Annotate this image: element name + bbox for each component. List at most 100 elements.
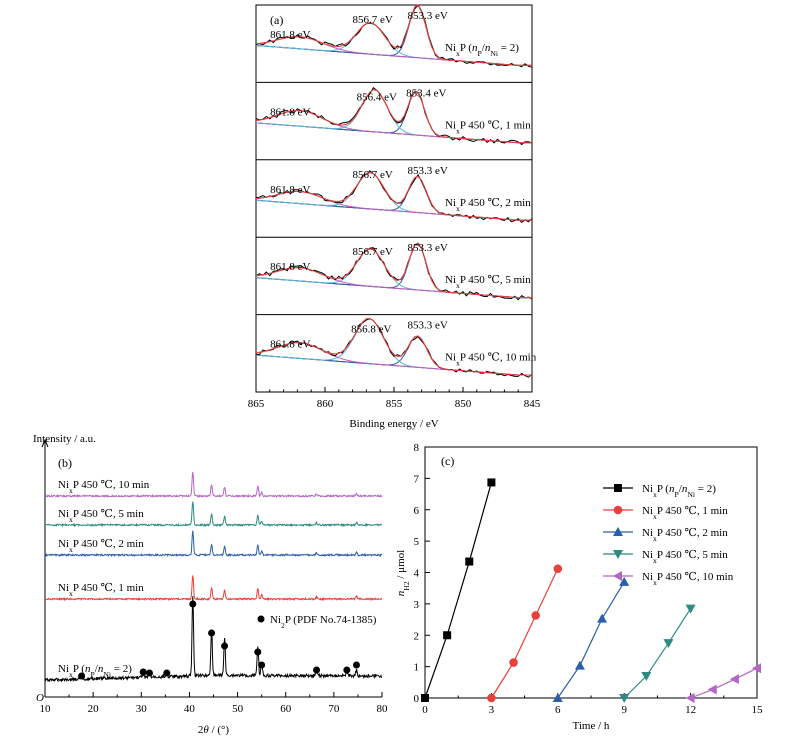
x-tick-label: 860 — [317, 398, 334, 410]
x-tick-label: 10 — [40, 703, 52, 715]
reference-legend-label: Ni2P (PDF No.74-1385) — [270, 614, 377, 630]
xrd-pattern-line — [44, 575, 383, 602]
data-point — [619, 576, 630, 586]
xrd-series-label: NixP (nP/nNi = 2) — [58, 663, 132, 679]
data-point — [443, 631, 452, 640]
reference-peak-marker — [163, 669, 171, 677]
xrd-pattern-line — [44, 471, 383, 499]
peak-label: 853.4 eV — [406, 87, 446, 99]
peak-label: 856.7 eV — [353, 169, 393, 181]
data-point — [641, 672, 652, 682]
y-tick-label: 5 — [414, 536, 420, 548]
series-line — [623, 608, 692, 699]
x-tick-label: 3 — [489, 704, 495, 716]
origin-label: O — [36, 692, 44, 704]
xrd-series-label: NixP 450 ℃, 5 min — [58, 508, 144, 524]
peak-label: 856.7 eV — [353, 14, 393, 26]
legend-label: NixP 450 ℃, 2 min — [642, 527, 728, 543]
y-axis-arrow — [41, 438, 49, 448]
legend-marker — [613, 505, 623, 515]
panel-b-label: (b) — [58, 456, 72, 470]
xps-envelope-line — [255, 3, 532, 66]
reference-peak-marker — [254, 648, 262, 656]
x-tick-label: 865 — [248, 398, 265, 410]
y-axis-label: Intensity / a.u. — [33, 433, 96, 445]
legend-label: NixP 450 ℃, 1 min — [642, 505, 728, 521]
legend-marker — [613, 550, 623, 559]
y-tick-label: 3 — [414, 599, 420, 611]
reference-peak-marker — [258, 661, 266, 669]
y-tick-label: 7 — [414, 473, 420, 485]
xps-envelope-line — [255, 317, 532, 376]
x-tick-label: 80 — [377, 703, 389, 715]
x-tick-label: 850 — [455, 398, 472, 410]
x-tick-label: 9 — [621, 704, 627, 716]
x-tick-label: 50 — [232, 703, 244, 715]
reference-legend-marker — [257, 615, 265, 623]
xrd-panel-b: Intensity / a.u. (b) O10 20 30 40 50 60 70 80 2θ /… — [33, 433, 388, 736]
peak-label: 853.3 eV — [407, 320, 447, 332]
reference-peak-marker — [139, 668, 147, 676]
peak-label: 861.8 eV — [270, 184, 310, 196]
xps-panel-a: (a) 861.8 eV 856.7 eV 853.3 eV NixP (nP/nNi … — [248, 3, 541, 430]
xps-envelope-line — [255, 172, 532, 221]
series-line — [690, 667, 758, 699]
peak-label: 856.7 eV — [353, 246, 393, 258]
data-point — [597, 613, 608, 623]
x-axis-label: 2θ / (°) — [198, 724, 230, 736]
xps-envelope-line — [255, 89, 532, 144]
x-axis-label: Time / h — [573, 720, 610, 732]
sample-label: NixP 450 ℃, 10 min — [445, 352, 537, 368]
data-point — [707, 684, 717, 695]
xps-envelope-line — [255, 242, 532, 299]
legend-label: NixP 450 ℃, 10 min — [642, 571, 734, 587]
reference-peak-marker — [208, 629, 216, 637]
xrd-series-label: NixP 450 ℃, 1 min — [58, 582, 144, 598]
x-tick-label: 6 — [555, 704, 561, 716]
peak-label: 853.3 eV — [407, 165, 447, 177]
y-tick-label: 2 — [414, 630, 420, 642]
peak-label: 853.3 eV — [407, 242, 447, 254]
xps-experimental-line — [255, 244, 533, 301]
data-point — [552, 693, 563, 702]
peak-label: 853.3 eV — [407, 10, 447, 22]
data-point — [421, 694, 429, 702]
data-point — [574, 660, 585, 670]
x-tick-label: 70 — [328, 703, 340, 715]
peak-label: 861.8 eV — [270, 261, 310, 273]
y-tick-label: 4 — [414, 568, 420, 580]
data-point — [531, 611, 540, 620]
sample-label: NixP 450 ℃, 5 min — [445, 274, 531, 290]
series-line — [557, 581, 625, 699]
reference-peak-marker — [343, 666, 351, 674]
data-point — [465, 557, 474, 566]
x-tick-label: 20 — [88, 703, 100, 715]
y-tick-label: 8 — [414, 442, 420, 454]
xrd-series-label: NixP 450 ℃, 2 min — [58, 538, 144, 554]
peak-label: 861.8 eV — [270, 29, 310, 41]
xrd-pattern-line — [44, 501, 383, 528]
sample-label: NixP (nP/nNi = 2) — [445, 42, 519, 58]
xrd-series-label: NixP 450 ℃, 10 min — [58, 479, 150, 495]
data-point — [553, 564, 563, 574]
legend-marker — [614, 484, 622, 492]
data-point — [685, 604, 696, 614]
reference-peak-marker — [145, 669, 153, 677]
reference-peak-marker — [313, 666, 321, 674]
data-point — [487, 478, 496, 487]
reference-peak-marker — [189, 600, 197, 608]
data-point — [663, 639, 674, 649]
y-axis-label: nH2 / μmol — [395, 550, 411, 596]
reference-peak-marker — [352, 661, 360, 669]
x-tick-label: 60 — [280, 703, 292, 715]
peak-label: 861.8 eV — [270, 339, 310, 351]
xrd-pattern-line — [44, 530, 383, 558]
x-tick-label: 15 — [752, 704, 764, 716]
data-point — [685, 693, 695, 703]
y-tick-label: 6 — [414, 505, 420, 517]
y-tick-label: 1 — [414, 662, 420, 674]
reference-peak-marker — [78, 672, 86, 680]
legend-marker — [613, 527, 623, 536]
